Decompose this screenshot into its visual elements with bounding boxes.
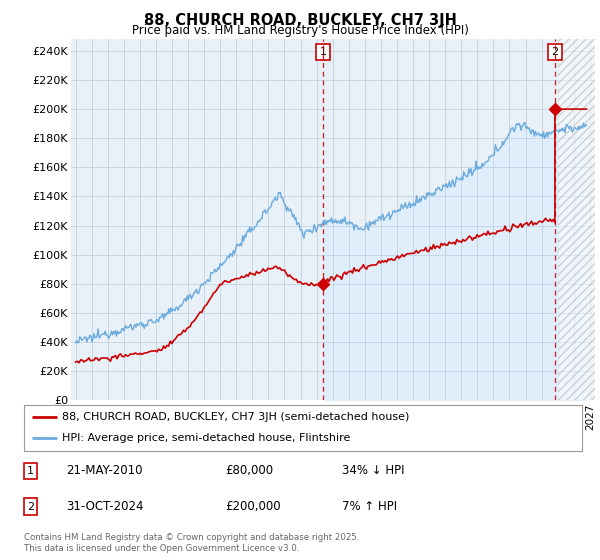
Text: Contains HM Land Registry data © Crown copyright and database right 2025.
This d: Contains HM Land Registry data © Crown c… bbox=[24, 533, 359, 553]
Text: 21-MAY-2010: 21-MAY-2010 bbox=[66, 464, 142, 478]
Text: 2: 2 bbox=[27, 502, 34, 511]
Text: Price paid vs. HM Land Registry's House Price Index (HPI): Price paid vs. HM Land Registry's House … bbox=[131, 24, 469, 37]
Text: 1: 1 bbox=[319, 47, 326, 57]
Bar bbox=[557, 39, 595, 400]
Text: 34% ↓ HPI: 34% ↓ HPI bbox=[342, 464, 404, 478]
Text: 2: 2 bbox=[551, 47, 559, 57]
Text: 1: 1 bbox=[27, 466, 34, 476]
Text: £80,000: £80,000 bbox=[225, 464, 273, 478]
Text: HPI: Average price, semi-detached house, Flintshire: HPI: Average price, semi-detached house,… bbox=[62, 433, 350, 444]
Text: 7% ↑ HPI: 7% ↑ HPI bbox=[342, 500, 397, 513]
Text: 31-OCT-2024: 31-OCT-2024 bbox=[66, 500, 143, 513]
Text: 88, CHURCH ROAD, BUCKLEY, CH7 3JH (semi-detached house): 88, CHURCH ROAD, BUCKLEY, CH7 3JH (semi-… bbox=[62, 412, 409, 422]
Text: £200,000: £200,000 bbox=[225, 500, 281, 513]
Text: 88, CHURCH ROAD, BUCKLEY, CH7 3JH: 88, CHURCH ROAD, BUCKLEY, CH7 3JH bbox=[143, 13, 457, 28]
